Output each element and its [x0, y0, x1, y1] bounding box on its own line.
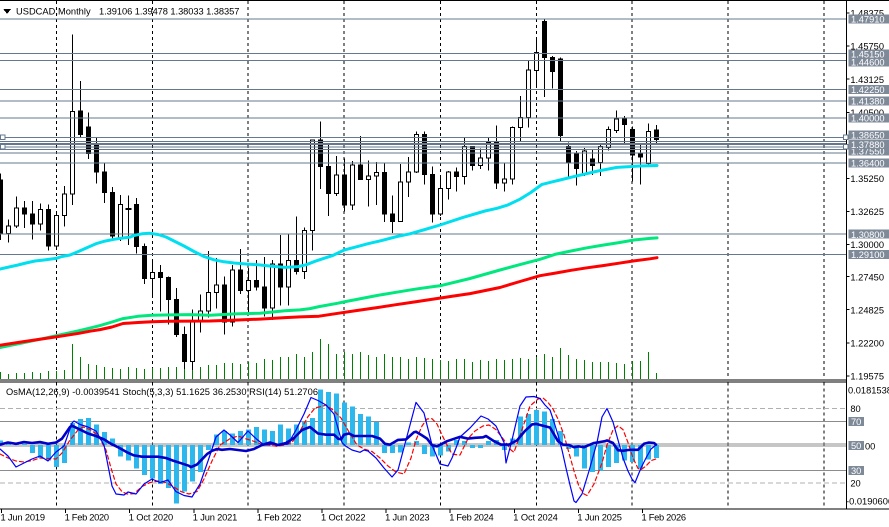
svg-text:OsMA(12,26,9) -0.0039541 Stoc: OsMA(12,26,9) -0.0039541 Stoch(5,3,3) 51… — [6, 387, 318, 397]
svg-text:1.30000: 1.30000 — [850, 240, 884, 250]
svg-text:1 Feb 2022: 1 Feb 2022 — [257, 513, 302, 523]
svg-text:1.37550: 1.37550 — [851, 147, 885, 157]
svg-text:1.29100: 1.29100 — [851, 250, 885, 260]
svg-text:30: 30 — [851, 466, 861, 476]
svg-text:1.40000: 1.40000 — [851, 114, 885, 124]
svg-text:70: 70 — [851, 417, 861, 427]
svg-text:1.19575: 1.19575 — [850, 372, 884, 382]
svg-text:1.45750: 1.45750 — [850, 42, 884, 52]
svg-text:1.44600: 1.44600 — [851, 58, 885, 68]
svg-text:00: 00 — [865, 441, 875, 451]
svg-text:1.37880: 1.37880 — [851, 140, 885, 150]
svg-text:1 Oct 2020: 1 Oct 2020 — [129, 513, 174, 523]
svg-text:1.32625: 1.32625 — [850, 207, 884, 217]
svg-text:1 Oct 2024: 1 Oct 2024 — [513, 513, 558, 523]
svg-text:1.36400: 1.36400 — [851, 159, 885, 169]
svg-text:1.47910: 1.47910 — [851, 15, 885, 25]
svg-text:80: 80 — [850, 404, 860, 414]
svg-text:1.24825: 1.24825 — [850, 305, 884, 315]
svg-text:1 Jun 2023: 1 Jun 2023 — [385, 513, 430, 523]
svg-text:1.22200: 1.22200 — [850, 338, 884, 348]
svg-text:1 Jun 2021: 1 Jun 2021 — [193, 513, 238, 523]
svg-text:1.27450: 1.27450 — [850, 272, 884, 282]
svg-text:1 Feb 2026: 1 Feb 2026 — [642, 513, 687, 523]
svg-text:1.48375: 1.48375 — [850, 9, 884, 19]
svg-text:20: 20 — [850, 479, 860, 489]
svg-text:50: 50 — [851, 441, 861, 451]
svg-text:1.30800: 1.30800 — [851, 230, 885, 240]
svg-text:1 Feb 2024: 1 Feb 2024 — [449, 513, 494, 523]
svg-text:1.45150: 1.45150 — [851, 50, 885, 60]
svg-text:1.39106 1.39478 1.38033 1.3835: 1.39106 1.39478 1.38033 1.38357 — [99, 7, 239, 17]
svg-text:0.0181538: 0.0181538 — [848, 386, 889, 396]
svg-text:1.35250: 1.35250 — [850, 174, 884, 184]
svg-text:1 Feb 2020: 1 Feb 2020 — [65, 513, 110, 523]
svg-text:1 Jun 2025: 1 Jun 2025 — [577, 513, 622, 523]
svg-text:1 Jun 2019: 1 Jun 2019 — [1, 513, 46, 523]
svg-text:1.42250: 1.42250 — [851, 85, 885, 95]
svg-text:1.40500: 1.40500 — [850, 108, 884, 118]
svg-text:1.43125: 1.43125 — [850, 75, 884, 85]
svg-text:1.38650: 1.38650 — [851, 131, 885, 141]
svg-text:-0.0190606: -0.0190606 — [846, 497, 889, 507]
svg-text:1 Oct 2022: 1 Oct 2022 — [321, 513, 366, 523]
svg-text:USDCAD,Monthly: USDCAD,Monthly — [16, 7, 91, 17]
svg-text:1.41380: 1.41380 — [851, 96, 885, 106]
